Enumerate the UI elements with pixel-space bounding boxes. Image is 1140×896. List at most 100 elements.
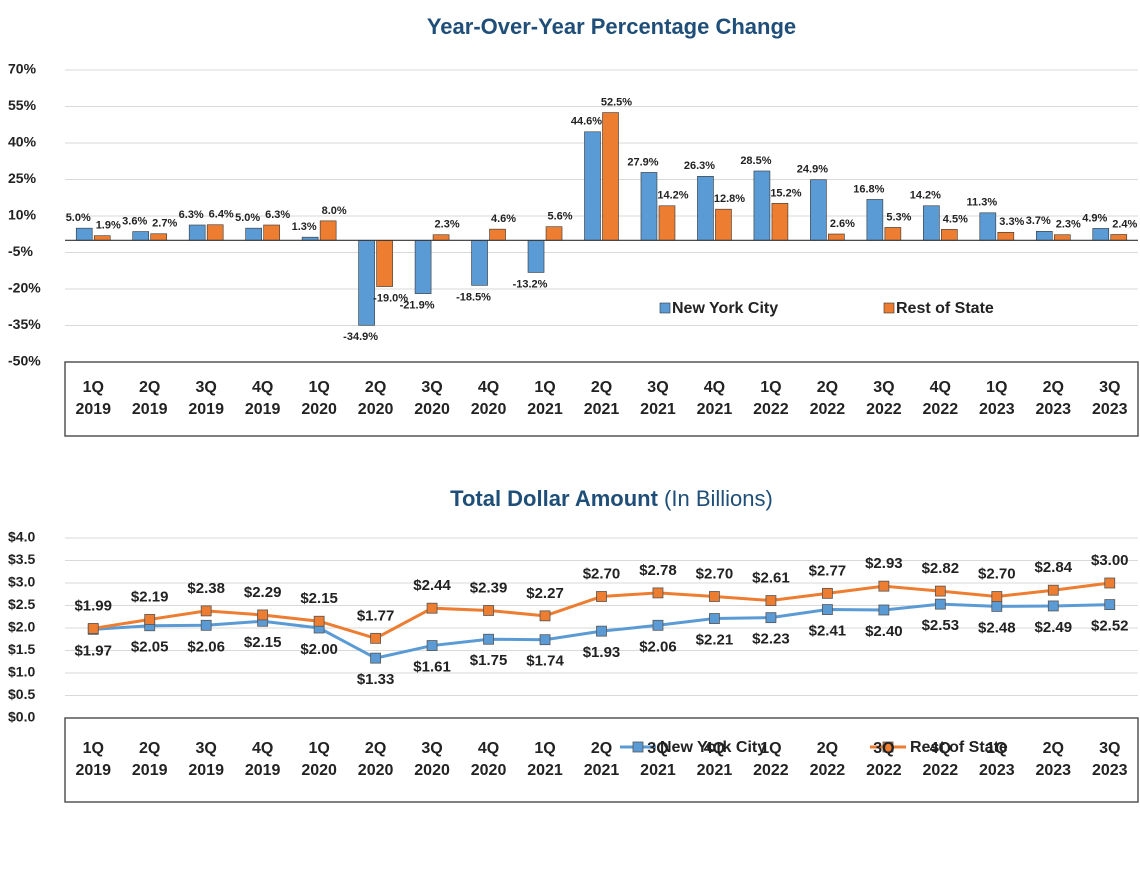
data-label: $1.74 bbox=[526, 653, 564, 670]
x-tick-label: 3Q 2020 bbox=[414, 740, 450, 779]
x-tick-label: 2Q 2021 bbox=[583, 379, 620, 418]
data-label: $2.00 bbox=[300, 641, 338, 658]
x-tick-label: 2Q 2019 bbox=[131, 379, 168, 418]
legend-label: Rest of State bbox=[910, 739, 1008, 756]
data-label: 44.6% bbox=[571, 116, 602, 128]
data-label: -19.0% bbox=[373, 292, 408, 304]
x-tick-label: 2Q 2022 bbox=[809, 379, 846, 418]
marker bbox=[200, 619, 212, 631]
data-label: 4.5% bbox=[943, 213, 968, 225]
bar bbox=[188, 224, 206, 241]
bar bbox=[584, 131, 601, 241]
data-label: $2.53 bbox=[922, 617, 960, 634]
legend-label: New York City bbox=[672, 300, 778, 317]
legend-marker bbox=[883, 302, 895, 314]
bar bbox=[658, 205, 676, 241]
bar bbox=[471, 240, 488, 286]
marker bbox=[87, 623, 99, 634]
legend-marker bbox=[632, 741, 644, 753]
x-tick-label: 1Q 2021 bbox=[527, 379, 563, 418]
x-tick-label: 3Q 2022 bbox=[866, 740, 902, 779]
y-tick-label: $2.0 bbox=[8, 619, 35, 635]
data-label: $1.93 bbox=[583, 644, 621, 661]
data-label: $1.77 bbox=[357, 607, 395, 624]
data-label: 1.3% bbox=[292, 221, 317, 233]
bar bbox=[432, 234, 450, 241]
marker bbox=[765, 595, 777, 606]
x-tick-label: 3Q 2021 bbox=[640, 740, 676, 779]
x-tick-label: 1Q 2022 bbox=[753, 379, 789, 418]
data-label: $2.70 bbox=[583, 565, 621, 582]
marker bbox=[144, 614, 156, 625]
data-label: $1.99 bbox=[74, 597, 112, 614]
title-main: Year-Over-Year Percentage Change bbox=[427, 14, 796, 39]
data-label: 5.0% bbox=[235, 212, 260, 224]
bar bbox=[753, 170, 771, 241]
x-tick-label: 2Q 2023 bbox=[1035, 379, 1072, 418]
marker bbox=[991, 591, 1003, 602]
y-tick-label: 55% bbox=[8, 97, 37, 113]
marker bbox=[991, 601, 1003, 612]
data-label: $2.27 bbox=[526, 585, 564, 602]
x-tick-label: 1Q 2020 bbox=[301, 740, 337, 779]
data-label: 6.3% bbox=[179, 209, 204, 221]
bar bbox=[527, 240, 545, 273]
marker bbox=[426, 602, 438, 614]
data-label: $1.75 bbox=[470, 652, 508, 669]
category-box bbox=[64, 717, 1139, 803]
data-label: $3.00 bbox=[1091, 552, 1129, 569]
y-tick-label: $1.0 bbox=[8, 664, 35, 680]
marker bbox=[313, 615, 325, 627]
x-tick-label: 1Q 2019 bbox=[75, 740, 112, 779]
data-label: 52.5% bbox=[601, 96, 632, 108]
data-label: 2.7% bbox=[152, 218, 177, 230]
bar bbox=[545, 226, 563, 241]
marker bbox=[539, 610, 551, 622]
y-tick-label: 25% bbox=[8, 170, 37, 186]
data-label: 2.3% bbox=[435, 219, 460, 231]
data-label: $2.39 bbox=[470, 579, 508, 596]
marker bbox=[821, 604, 833, 615]
data-label: $2.06 bbox=[187, 638, 225, 655]
data-label: 3.3% bbox=[999, 216, 1024, 228]
data-label: 5.0% bbox=[66, 212, 91, 224]
bar bbox=[810, 179, 827, 241]
x-tick-label: 1Q 2021 bbox=[527, 740, 563, 779]
data-label: $2.19 bbox=[131, 588, 169, 605]
data-label: -13.2% bbox=[513, 278, 548, 290]
marker bbox=[200, 605, 212, 617]
chart-title: Year-Over-Year Percentage Change bbox=[427, 14, 796, 39]
data-label: 8.0% bbox=[322, 205, 347, 217]
marker bbox=[1047, 584, 1059, 596]
marker bbox=[934, 598, 946, 610]
x-tick-label: 1Q 2023 bbox=[979, 379, 1015, 418]
data-label: 16.8% bbox=[853, 183, 884, 195]
bar bbox=[245, 227, 262, 241]
bar bbox=[941, 229, 958, 241]
data-label: $1.61 bbox=[413, 659, 451, 676]
data-label: $2.61 bbox=[752, 570, 790, 587]
data-label: $1.97 bbox=[74, 642, 112, 659]
data-label: 5.3% bbox=[886, 211, 911, 223]
marker bbox=[878, 580, 890, 592]
bar bbox=[771, 203, 789, 241]
data-label: 24.9% bbox=[797, 164, 828, 176]
data-label: $2.48 bbox=[978, 619, 1016, 636]
x-tick-label: 2Q 2021 bbox=[583, 740, 620, 779]
bar bbox=[150, 233, 168, 241]
legend-marker bbox=[882, 741, 894, 753]
y-tick-label: 40% bbox=[8, 134, 37, 150]
data-label: $2.23 bbox=[752, 631, 790, 648]
x-tick-label: 2Q 2020 bbox=[357, 740, 394, 779]
data-label: $2.44 bbox=[413, 577, 451, 594]
marker bbox=[596, 591, 607, 602]
data-label: 12.8% bbox=[714, 193, 745, 205]
marker bbox=[1104, 577, 1116, 589]
y-tick-label: 10% bbox=[8, 207, 37, 223]
chart-title: Total Dollar Amount (In Billions) bbox=[450, 486, 773, 511]
bar bbox=[828, 233, 845, 241]
bar bbox=[75, 227, 93, 241]
marker bbox=[652, 619, 664, 631]
x-tick-label: 4Q 2019 bbox=[244, 740, 281, 779]
data-label: $2.49 bbox=[1035, 619, 1073, 636]
